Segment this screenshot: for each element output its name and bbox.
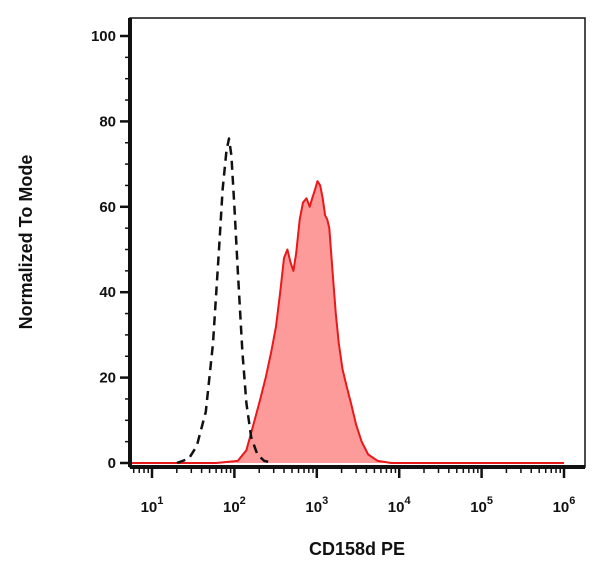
filled-histogram bbox=[132, 180, 564, 464]
x-tick-exponent: 2 bbox=[240, 495, 246, 507]
histogram-fill bbox=[132, 181, 564, 463]
x-tick-base: 10 bbox=[141, 499, 158, 516]
x-tick-exponent: 4 bbox=[404, 495, 411, 507]
y-tick-label: 40 bbox=[99, 284, 116, 301]
y-tick-label: 0 bbox=[108, 455, 116, 472]
x-tick-exponent: 1 bbox=[157, 495, 163, 507]
x-tick-base: 10 bbox=[553, 499, 570, 516]
x-tick-label: 104 bbox=[388, 495, 412, 516]
dashed-histogram bbox=[176, 137, 274, 465]
y-tick-label: 100 bbox=[91, 28, 116, 45]
x-tick-exponent: 6 bbox=[569, 495, 575, 507]
y-tick-label: 80 bbox=[99, 113, 116, 130]
isotype-control-line bbox=[176, 137, 274, 465]
x-tick-base: 10 bbox=[388, 499, 405, 516]
x-axis-title: CD158d PE bbox=[309, 539, 405, 559]
y-ticks: 0 20 40 60 80 100 bbox=[91, 28, 130, 472]
plot-frame bbox=[129, 17, 586, 468]
x-tick-base: 10 bbox=[305, 499, 322, 516]
histogram-outline bbox=[132, 180, 564, 464]
x-tick-label: 101 bbox=[141, 495, 164, 516]
x-tick-base: 10 bbox=[223, 499, 240, 516]
x-tick-base: 10 bbox=[470, 499, 487, 516]
x-tick-exponent: 3 bbox=[322, 495, 328, 507]
y-tick-label: 60 bbox=[99, 199, 116, 216]
x-tick-label: 105 bbox=[470, 495, 493, 516]
x-tick-label: 102 bbox=[223, 495, 246, 516]
axes bbox=[128, 18, 585, 469]
x-tick-exponent: 5 bbox=[487, 495, 493, 507]
y-axis-title: Normalized To Mode bbox=[16, 155, 36, 330]
x-tick-label: 103 bbox=[305, 495, 328, 516]
y-tick-label: 20 bbox=[99, 370, 116, 387]
x-ticks: 101 102 103 104 105 106 bbox=[132, 467, 576, 516]
x-tick-label: 106 bbox=[553, 495, 576, 516]
